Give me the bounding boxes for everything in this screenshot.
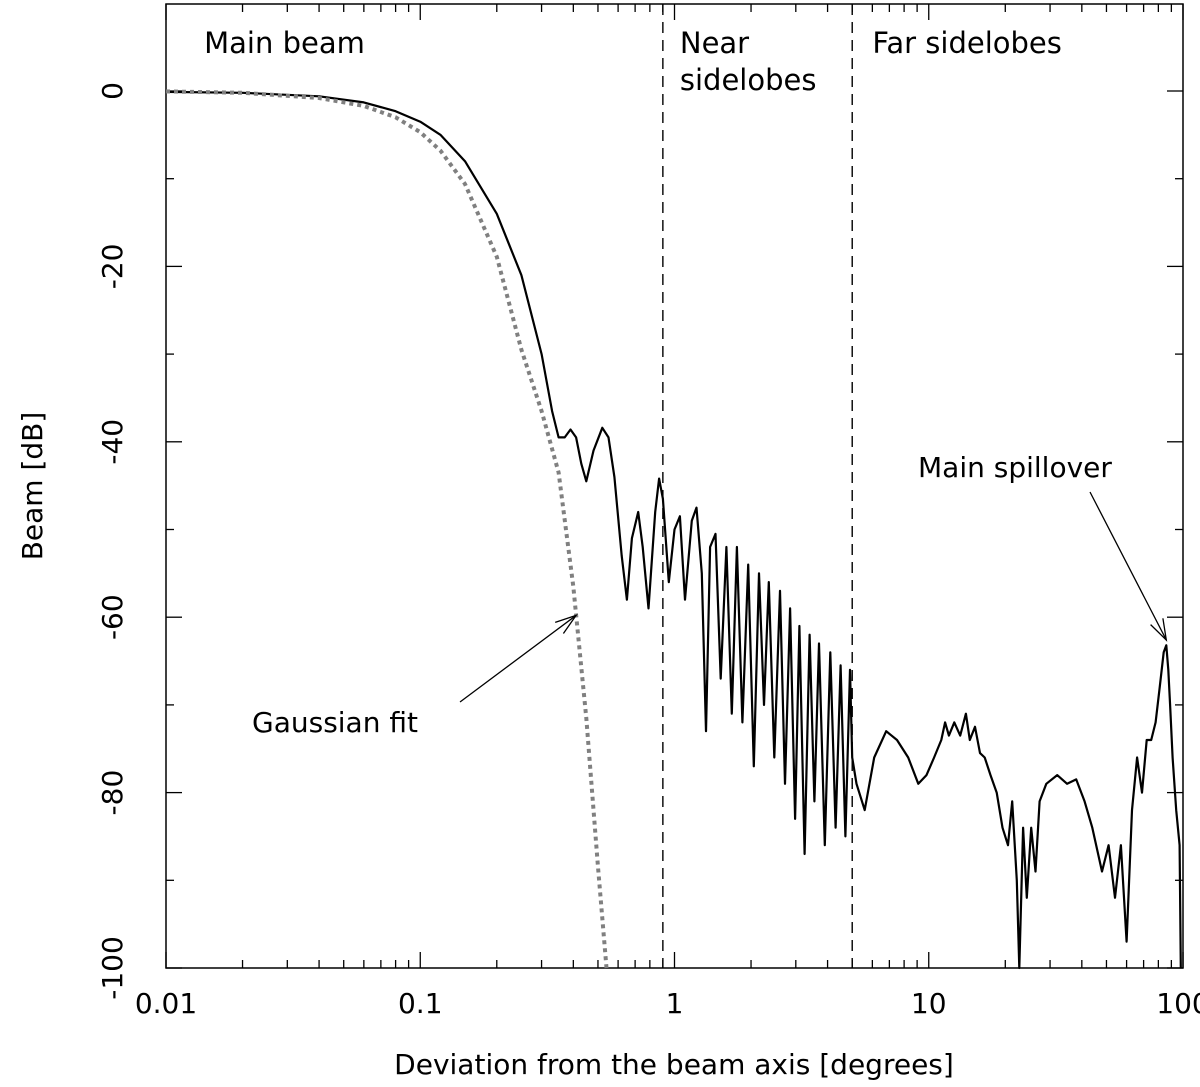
- y-axis-title: Beam [dB]: [16, 412, 49, 561]
- x-axis-title: Deviation from the beam axis [degrees]: [394, 1048, 954, 1081]
- tick-labels: 0.01 0.1 1 10 100 0 -20 -40 -60 -80 -100 Main beam N…: [96, 26, 1200, 1020]
- gaussian-fit-line: [165, 89, 609, 969]
- gaussian-fit-label: Gaussian fit: [252, 706, 418, 739]
- annotation-arrowhead: [1150, 618, 1168, 642]
- x-tick-label: 0.1: [398, 987, 443, 1020]
- y-tick-label: -20: [96, 244, 129, 290]
- y-tick-label: -60: [96, 594, 129, 640]
- x-tick-label: 10: [911, 987, 947, 1020]
- region-label: Main beam: [204, 26, 365, 60]
- region-label: Far sidelobes: [872, 26, 1062, 60]
- main-spillover-label: Main spillover: [918, 451, 1112, 484]
- annotations: [459, 491, 1168, 703]
- x-tick-label: 1: [666, 987, 684, 1020]
- x-tick-label: 100: [1156, 987, 1200, 1020]
- y-tick-label: -80: [96, 770, 129, 816]
- annotation-arrow: [459, 614, 577, 703]
- axis-ticks: [165, 4, 1184, 969]
- annotation-arrow: [1089, 491, 1167, 641]
- data-series: [165, 89, 1182, 970]
- y-tick-label: -40: [96, 419, 129, 465]
- beam-pattern-line: [165, 90, 1182, 970]
- x-tick-label: 0.01: [135, 987, 197, 1020]
- annotation-arrowhead: [554, 614, 578, 634]
- y-tick-label: -100: [96, 936, 129, 1000]
- y-tick-label: 0: [96, 82, 129, 100]
- region-label: Near sidelobes: [680, 26, 817, 97]
- plot-frame: [165, 3, 1184, 969]
